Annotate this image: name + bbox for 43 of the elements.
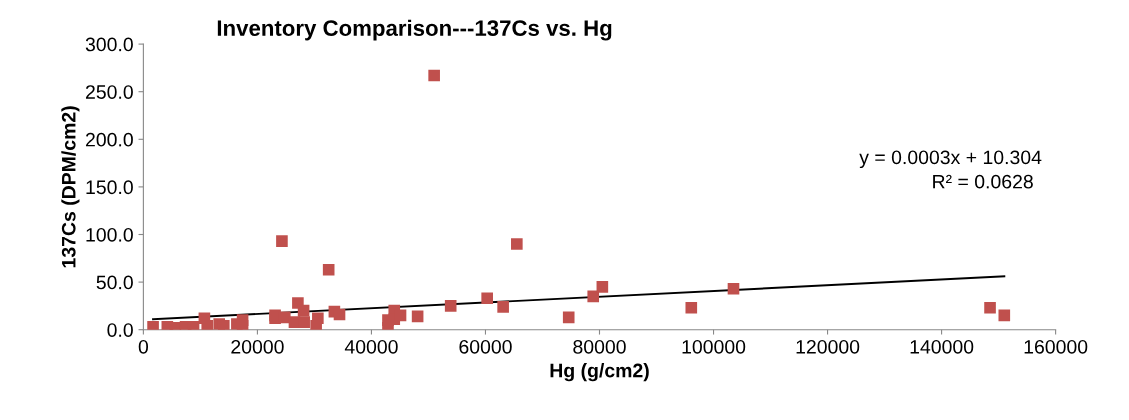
y-tick-label: 50.0 [96,275,133,290]
x-tick-label: 0 [138,339,149,354]
x-axis-title: Hg (g/cm2) [550,363,649,382]
point [428,69,440,82]
point [596,281,609,293]
point [587,290,600,303]
point [312,312,324,325]
point [297,304,310,317]
x-tick-label: 140000 [910,339,974,354]
point [444,300,457,312]
y-tick-label: 250.0 [85,85,133,99]
point [276,235,288,247]
annotation: R² = 0.0628 [933,174,1033,189]
point [562,311,575,324]
y-tick-label: 300.0 [85,37,133,52]
y-tick-label: 150.0 [86,180,133,195]
annotation: y = 0.0003x + 10.304 [859,150,1042,169]
point [511,238,523,250]
point [998,309,1011,322]
point [298,316,310,328]
point [333,308,346,321]
x-tick-label: 80000 [573,339,626,354]
chart-title: Inventory Comparison---137Cs vs. Hg [217,19,612,41]
y-axis-title: 137Cs (DPM/cm2) [61,106,80,268]
point [984,301,996,314]
y-tick-label: 200.0 [85,132,133,147]
x-tick-label: 120000 [796,339,860,354]
y-tick-label: 100.0 [86,227,133,242]
point [727,282,740,295]
x-tick-label: 40000 [344,339,398,354]
y-tick-label: 0.0 [107,323,133,337]
point [201,320,214,330]
point [685,301,698,314]
point [497,301,509,313]
point [481,292,493,305]
x-tick-label: 20000 [231,339,284,354]
x-tick-label: 160000 [1024,339,1088,354]
x-tick-label: 100000 [682,339,746,354]
point [411,310,424,323]
point [322,263,335,276]
x-tick-label: 60000 [459,339,512,354]
point [217,320,230,330]
point [147,321,159,330]
